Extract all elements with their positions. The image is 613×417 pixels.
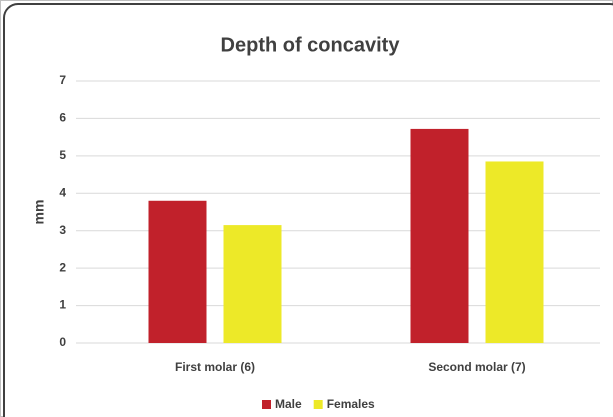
- bar: [148, 200, 207, 343]
- bar: [410, 128, 469, 343]
- legend-label: Male: [275, 397, 302, 411]
- y-tick-label: 7: [59, 73, 66, 87]
- bar: [223, 225, 282, 343]
- chart-title: Depth of concavity: [221, 34, 401, 56]
- x-tick-label: First molar (6): [175, 360, 255, 374]
- y-tick-label: 5: [59, 148, 66, 162]
- y-tick-label: 6: [59, 111, 66, 125]
- y-tick-label: 1: [59, 298, 66, 312]
- legend-label: Females: [327, 397, 375, 411]
- y-axis-label: mm: [31, 200, 47, 225]
- x-tick-label: Second molar (7): [428, 360, 525, 374]
- y-tick-label: 3: [59, 223, 66, 237]
- bar: [485, 161, 544, 343]
- y-tick-label: 0: [59, 335, 66, 349]
- y-tick-label: 2: [59, 260, 66, 274]
- y-tick-label: 4: [59, 185, 66, 199]
- legend-swatch: [313, 400, 323, 409]
- legend-swatch: [262, 400, 271, 409]
